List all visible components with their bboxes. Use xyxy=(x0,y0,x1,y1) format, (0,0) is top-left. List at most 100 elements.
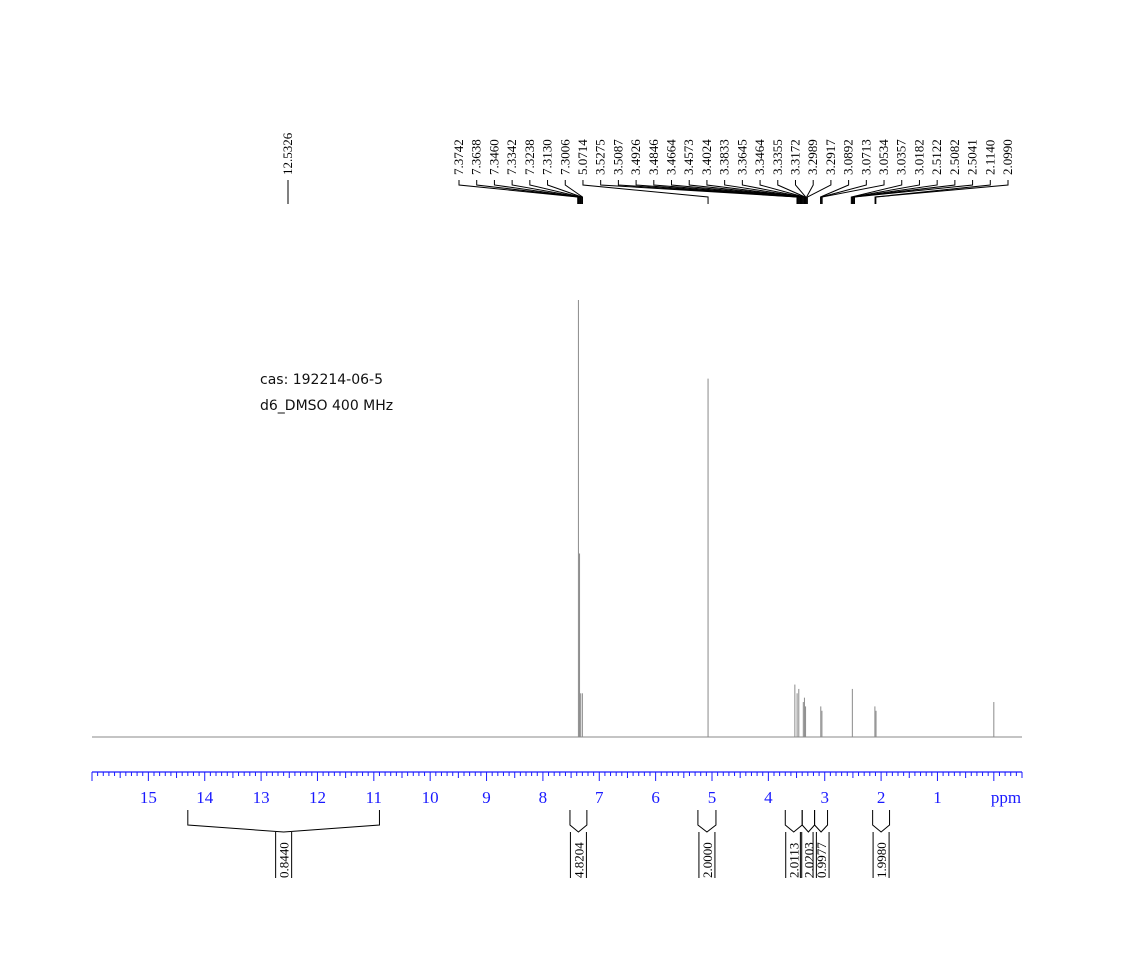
peak-label-connector xyxy=(688,180,802,204)
peak-label-connectors xyxy=(287,180,1009,204)
peak-label: 7.3638 xyxy=(469,139,484,175)
peak-label: 7.3742 xyxy=(451,139,466,175)
axis-tick-label: 5 xyxy=(708,788,717,807)
peak-label-connector xyxy=(635,180,800,204)
integral-value: 2.0113 xyxy=(787,843,802,878)
axis-tick-label: 3 xyxy=(820,788,829,807)
peak-labels: 12.5326 7.3742 7.3638 7.3460 7.3342 7.3238 7.3… xyxy=(280,132,1015,175)
peak-label: 7.3460 xyxy=(486,139,501,175)
peak-label: 3.3833 xyxy=(717,139,732,175)
peak-label-connector xyxy=(875,180,1009,204)
peak-label: 3.3355 xyxy=(770,139,785,175)
peak-label: 3.4024 xyxy=(699,139,714,175)
peak-label: 7.3006 xyxy=(557,139,572,175)
peak-label-connector xyxy=(741,180,804,204)
peak-label: 3.0534 xyxy=(876,139,891,175)
peak-label: 5.0714 xyxy=(575,139,590,175)
peak-label-connector xyxy=(617,180,799,204)
axis-tick-label: 8 xyxy=(539,788,548,807)
integral-bracket xyxy=(872,810,891,833)
peak-label: 2.5041 xyxy=(965,139,980,175)
axis-tick-label: 1 xyxy=(933,788,942,807)
peak-label-connector xyxy=(851,180,920,204)
peak-label: 3.0892 xyxy=(841,139,856,175)
peak-label: 3.2989 xyxy=(805,139,820,175)
integral-value: 1.9980 xyxy=(874,842,889,878)
axis-tick-label: 9 xyxy=(482,788,491,807)
integral-value: 2.0000 xyxy=(700,842,715,878)
peak-label: 3.4664 xyxy=(664,139,679,175)
integral-bracket xyxy=(569,810,588,833)
peak-label: 3.0357 xyxy=(894,139,909,175)
axis-tick-label: 2 xyxy=(877,788,886,807)
axis-title: ppm xyxy=(991,788,1021,807)
peak-label-connector xyxy=(777,180,806,204)
peak-label: 3.3645 xyxy=(734,139,749,175)
peak-label-connector xyxy=(476,180,580,204)
peak-label-connector xyxy=(820,180,867,204)
peak-label-connector xyxy=(724,180,804,204)
peak-label: 7.3130 xyxy=(540,139,555,175)
axis-tick-label: 6 xyxy=(651,788,660,807)
sample-cas-label: cas: 192214-06-5 xyxy=(260,372,384,388)
integral-bracket xyxy=(814,810,829,833)
peak-label-connector xyxy=(547,180,583,204)
spectrum-peaks xyxy=(577,300,995,737)
peak-label-connector xyxy=(529,180,582,204)
peak-label: 3.2917 xyxy=(823,139,838,175)
axis-tick-label: 4 xyxy=(764,788,773,807)
peak-label-connector xyxy=(806,180,814,204)
peak-label-connector xyxy=(850,180,903,204)
axis-tick-label: 7 xyxy=(595,788,604,807)
peak-label-connector xyxy=(582,180,709,204)
axis-tick-label: 14 xyxy=(196,788,214,807)
integral-bracket xyxy=(187,810,380,833)
ppm-axis: 15 14 13 12 11 10 9 8 7 6 5 4 3 2 1 ppm xyxy=(91,771,1023,807)
peak-label-connector xyxy=(820,180,850,204)
peak-label: 7.3238 xyxy=(522,139,537,175)
peak-label: 2.0990 xyxy=(1000,139,1015,175)
peak-label-connector xyxy=(853,180,956,204)
peak-label: 2.5122 xyxy=(929,139,944,175)
peak-label-connector xyxy=(653,180,800,204)
peak-label: 3.4846 xyxy=(646,139,661,175)
peak-label-connector xyxy=(458,180,579,204)
peak-label-connector xyxy=(794,180,807,204)
axis-tick-label: 15 xyxy=(140,788,157,807)
peak-label: 3.3464 xyxy=(752,139,767,175)
axis-tick-label: 11 xyxy=(366,788,382,807)
integral-bracket xyxy=(801,810,816,833)
peak-label-connector xyxy=(759,180,805,204)
peak-label-connector xyxy=(511,180,581,204)
axis-tick-label: 13 xyxy=(253,788,270,807)
peak-label-connector xyxy=(854,180,974,204)
peak-label-connector xyxy=(821,180,885,204)
integral-bracket xyxy=(784,810,803,833)
peak-label: 3.0182 xyxy=(911,139,926,175)
peak-label: 12.5326 xyxy=(280,132,295,175)
peak-label: 3.5087 xyxy=(610,139,625,175)
peak-label: 3.4926 xyxy=(628,139,643,175)
peak-label: 3.4573 xyxy=(681,139,696,175)
peak-label-connector xyxy=(806,180,832,204)
peak-label-connector xyxy=(564,180,584,204)
peak-label-connector xyxy=(600,180,798,204)
peak-label-connector xyxy=(852,180,938,204)
peak-label: 3.3172 xyxy=(787,139,802,175)
integral-value: 0.9977 xyxy=(814,842,829,878)
integral-value: 0.8440 xyxy=(277,842,292,878)
sample-solvent-label: d6_DMSO 400 MHz xyxy=(260,398,394,414)
peak-label: 7.3342 xyxy=(504,139,519,175)
axis-tick-label: 10 xyxy=(422,788,439,807)
peak-label-connector xyxy=(706,180,803,204)
axis-tick-label: 12 xyxy=(309,788,326,807)
peak-label: 3.0713 xyxy=(858,139,873,175)
integral-value: 4.8204 xyxy=(571,842,586,878)
peak-label: 2.1140 xyxy=(982,140,997,175)
peak-label-connector xyxy=(493,180,580,204)
integral-bracket xyxy=(697,810,717,833)
peak-label-connector xyxy=(671,180,801,204)
peak-label: 2.5082 xyxy=(947,139,962,175)
